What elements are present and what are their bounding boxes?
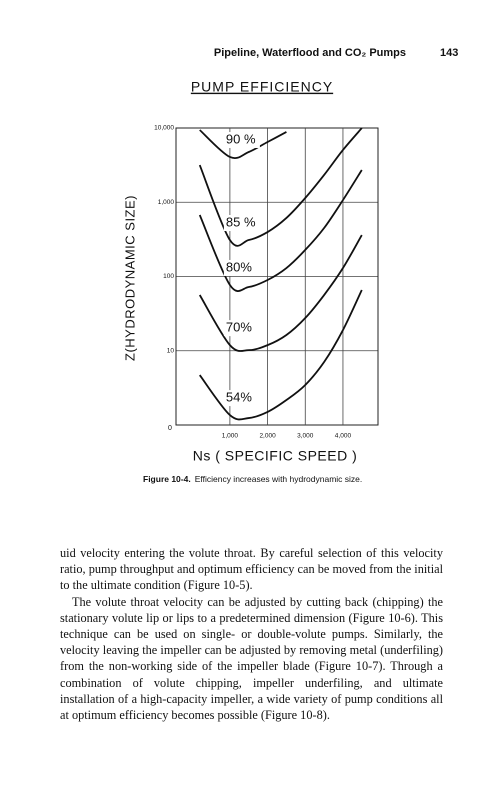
curve-label: 80% [226, 259, 252, 274]
caption: Figure 10-4. Efficiency increases with hy… [143, 474, 362, 484]
paragraph: The volute throat velocity can be adjust… [60, 594, 443, 723]
caption-label: Figure 10-4. [143, 474, 191, 484]
curve-label: 54% [226, 390, 252, 405]
x-tick-label: 4,000 [335, 433, 352, 440]
body-text: uid velocity entering the volute throat.… [60, 545, 443, 723]
y-tick-label: 10,000 [154, 125, 174, 132]
efficiency-curve [199, 129, 287, 160]
curve-label-bg [223, 320, 260, 337]
curve-label-bg [223, 215, 260, 232]
y-tick-label: 10 [167, 347, 175, 354]
page-number: 143 [440, 47, 459, 59]
y-tick-label: 100 [163, 273, 174, 280]
paragraph: uid velocity entering the volute throat.… [60, 546, 443, 593]
chart: PUMP EFFICIENCY Z(HYDRODYNAMIC SIZE) Ns … [122, 79, 379, 464]
origin-label: 0 [168, 425, 172, 432]
curve-label: 85 % [226, 214, 256, 229]
y-axis-label: Z(HYDRODYNAMIC SIZE) [122, 195, 137, 361]
efficiency-curve [198, 169, 363, 292]
efficiency-curve [198, 234, 363, 352]
curve-label-bg [223, 259, 260, 276]
efficiency-curve [199, 289, 363, 421]
x-tick-label: 2,000 [259, 433, 276, 440]
y-tick-label: 1,000 [158, 199, 175, 206]
plot-frame [175, 127, 379, 426]
curve-label: 90 % [226, 131, 256, 146]
curve-label-bg [223, 390, 260, 407]
running-title: Pipeline, Waterflood and CO₂ Pumps [213, 47, 406, 59]
chart-title: PUMP EFFICIENCY [191, 79, 333, 95]
caption-text: Efficiency increases with hydrodynamic s… [194, 474, 363, 484]
x-tick-label: 3,000 [297, 433, 314, 440]
x-tick-label: 1,000 [222, 433, 239, 440]
efficiency-curve [198, 127, 363, 247]
curve-label-bg [223, 131, 260, 148]
curve-label: 70% [226, 320, 252, 335]
x-axis-label: Ns ( SPECIFIC SPEED ) [193, 448, 358, 464]
